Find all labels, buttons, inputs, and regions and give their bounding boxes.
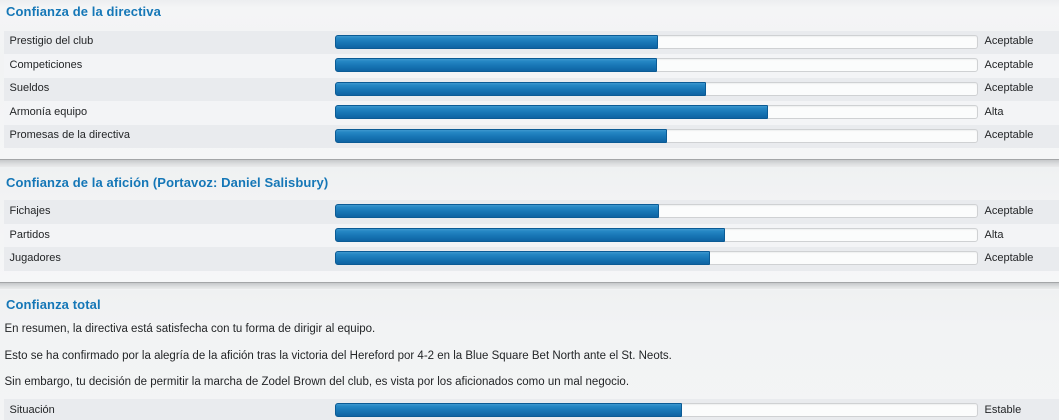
progress-bar-fill — [334, 251, 710, 266]
progress-bar — [334, 204, 978, 219]
progress-bar — [334, 251, 978, 266]
progress-bar — [334, 58, 978, 72]
progress-bar — [334, 227, 978, 242]
confidence-row-squad-harmony: Armonía equipo Alta — [4, 101, 1059, 125]
progress-bar-fill — [334, 105, 769, 119]
summary-paragraph-board: En resumen, la directiva está satisfecha… — [4, 322, 376, 335]
row-rating: Aceptable — [984, 252, 1034, 265]
row-rating: Estable — [984, 403, 1022, 416]
section-separator — [0, 281, 1059, 289]
confidence-row-competitions: Competiciones Aceptable — [4, 54, 1059, 78]
row-label: Competiciones — [9, 58, 83, 71]
progress-bar-fill — [334, 128, 668, 143]
row-label: Fichajes — [9, 205, 51, 218]
progress-bar-fill — [334, 58, 657, 72]
row-rating: Aceptable — [984, 82, 1034, 95]
confidence-row-wages: Sueldos Aceptable — [4, 77, 1059, 101]
row-rating: Aceptable — [984, 129, 1034, 142]
row-label: Situación — [9, 403, 55, 416]
section-title-board-confidence: Confianza de la directiva — [6, 4, 161, 19]
confidence-row-transfers: Fichajes Aceptable — [4, 200, 1059, 224]
fan-confidence-rows: Fichajes Aceptable Partidos Alta Jugador… — [4, 200, 1059, 271]
row-rating: Aceptable — [984, 205, 1034, 218]
progress-bar — [334, 403, 978, 417]
section-title-fan-confidence: Confianza de la afición (Portavoz: Danie… — [6, 174, 329, 190]
progress-bar — [334, 105, 978, 119]
total-confidence-rows: Situación Estable — [4, 399, 1059, 420]
progress-bar — [334, 34, 978, 49]
progress-bar-fill — [334, 34, 658, 49]
progress-bar-fill — [334, 227, 726, 242]
progress-bar-fill — [334, 81, 707, 96]
board-confidence-rows: Prestigio del club Aceptable Competicion… — [4, 30, 1059, 148]
summary-paragraph-fans-positive: Esto se ha confirmado por la alegría de … — [4, 349, 672, 362]
confidence-row-matches: Partidos Alta — [4, 223, 1059, 248]
row-label: Sueldos — [9, 82, 50, 95]
section-title-total-confidence: Confianza total — [6, 297, 101, 312]
section-total-confidence: Confianza total En resumen, la directiva… — [0, 289, 1059, 420]
row-rating: Aceptable — [984, 35, 1034, 48]
row-label: Jugadores — [9, 252, 61, 265]
row-label: Partidos — [9, 228, 50, 241]
confidence-row-club-prestige: Prestigio del club Aceptable — [4, 30, 1059, 54]
row-rating: Alta — [984, 105, 1004, 118]
summary-paragraph-fans-negative: Sin embargo, tu decisión de permitir la … — [4, 376, 630, 389]
confidence-row-situation: Situación Estable — [4, 399, 1059, 420]
row-rating: Alta — [984, 228, 1004, 241]
section-board-confidence: Confianza de la directiva Prestigio del … — [0, 0, 1059, 159]
progress-bar-fill — [334, 403, 682, 417]
progress-bar-fill — [334, 204, 659, 219]
progress-bar — [334, 128, 978, 143]
confidence-row-board-promises: Promesas de la directiva Aceptable — [4, 124, 1059, 148]
row-label: Armonía equipo — [9, 105, 88, 118]
row-label: Prestigio del club — [9, 35, 94, 48]
section-fan-confidence: Confianza de la afición (Portavoz: Danie… — [0, 166, 1059, 282]
row-label: Promesas de la directiva — [9, 129, 130, 142]
progress-bar — [334, 81, 978, 96]
confidence-row-players: Jugadores Aceptable — [4, 247, 1059, 271]
section-separator — [0, 159, 1059, 167]
row-rating: Aceptable — [984, 58, 1034, 71]
